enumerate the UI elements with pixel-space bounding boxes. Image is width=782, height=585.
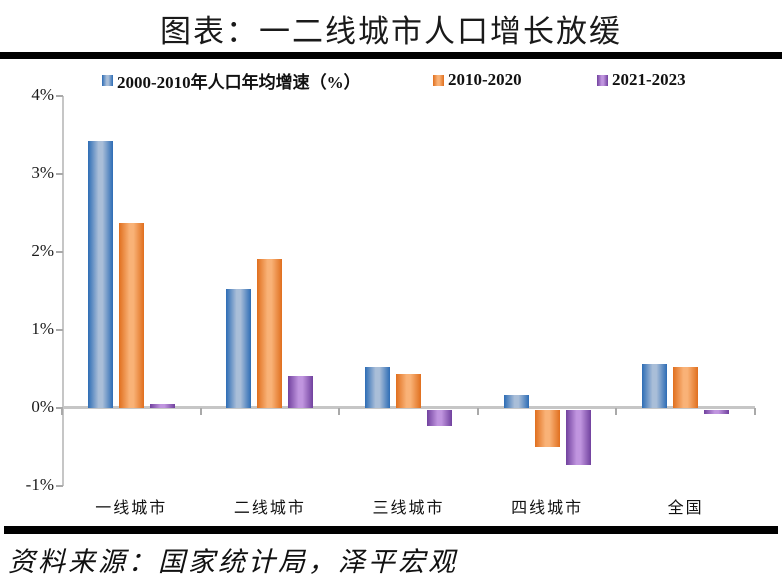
bar-series2-三线城市 xyxy=(427,410,452,426)
bar-series2-二线城市 xyxy=(288,376,313,408)
x-category-label: 一线城市 xyxy=(95,500,168,517)
x-category-label: 四线城市 xyxy=(511,500,584,517)
bar-series2-四线城市 xyxy=(566,410,591,465)
x-tick-mark xyxy=(199,408,202,415)
y-tick-mark xyxy=(56,251,63,253)
bar-series2-全国 xyxy=(704,410,729,414)
legend-swatch-orange-icon xyxy=(433,74,444,86)
x-tick-mark xyxy=(754,408,756,415)
legend-label: 2010-2020 xyxy=(448,70,522,89)
legend-item-2021-2023: 2021-2023 xyxy=(597,70,686,90)
y-tick-mark xyxy=(56,95,63,97)
bar-series0-二线城市 xyxy=(226,289,251,408)
y-axis-line xyxy=(62,96,64,486)
bar-series1-一线城市 xyxy=(119,223,144,408)
y-tick-label: -1% xyxy=(25,475,54,494)
y-tick-label: 0% xyxy=(31,397,54,416)
bar-series0-四线城市 xyxy=(504,395,529,408)
bar-series0-一线城市 xyxy=(88,141,113,408)
x-category-label: 二线城市 xyxy=(233,500,306,517)
y-tick-label: 1% xyxy=(31,319,54,338)
x-tick-mark xyxy=(615,408,618,415)
bar-series1-三线城市 xyxy=(396,374,421,408)
bar-series0-三线城市 xyxy=(365,367,390,408)
bar-series1-四线城市 xyxy=(535,410,560,447)
y-tick-label: 4% xyxy=(31,85,54,104)
chart-title: 图表：一二线城市人口增长放缓 xyxy=(160,14,622,49)
x-category-label: 全国 xyxy=(667,500,704,517)
legend-label: 2021-2023 xyxy=(612,70,686,89)
x-tick-mark xyxy=(61,408,63,415)
bottom-divider xyxy=(4,526,778,534)
bar-series0-全国 xyxy=(642,364,667,408)
source-note: 资料来源：国家统计局，泽平宏观 xyxy=(8,547,458,577)
y-tick-mark xyxy=(56,485,63,487)
bar-series2-一线城市 xyxy=(150,404,175,408)
y-tick-mark xyxy=(56,173,63,175)
x-category-label: 三线城市 xyxy=(372,500,445,517)
x-tick-mark xyxy=(476,408,479,415)
y-tick-mark xyxy=(56,329,63,331)
x-tick-mark xyxy=(338,408,341,415)
legend-item-2010-2020: 2010-2020 xyxy=(433,70,522,90)
bar-series1-二线城市 xyxy=(257,259,282,408)
y-tick-mark xyxy=(56,407,63,409)
bar-series1-全国 xyxy=(673,367,698,408)
y-tick-label: 3% xyxy=(31,163,54,182)
legend-label: 2000-2010年人口年均增速（%） xyxy=(117,72,361,92)
legend-swatch-purple-icon xyxy=(597,74,608,86)
top-divider xyxy=(0,52,782,59)
legend-item-2000-2010: 2000-2010年人口年均增速（%） xyxy=(102,70,361,92)
y-tick-label: 2% xyxy=(31,241,54,260)
legend-swatch-blue-icon xyxy=(102,74,113,86)
